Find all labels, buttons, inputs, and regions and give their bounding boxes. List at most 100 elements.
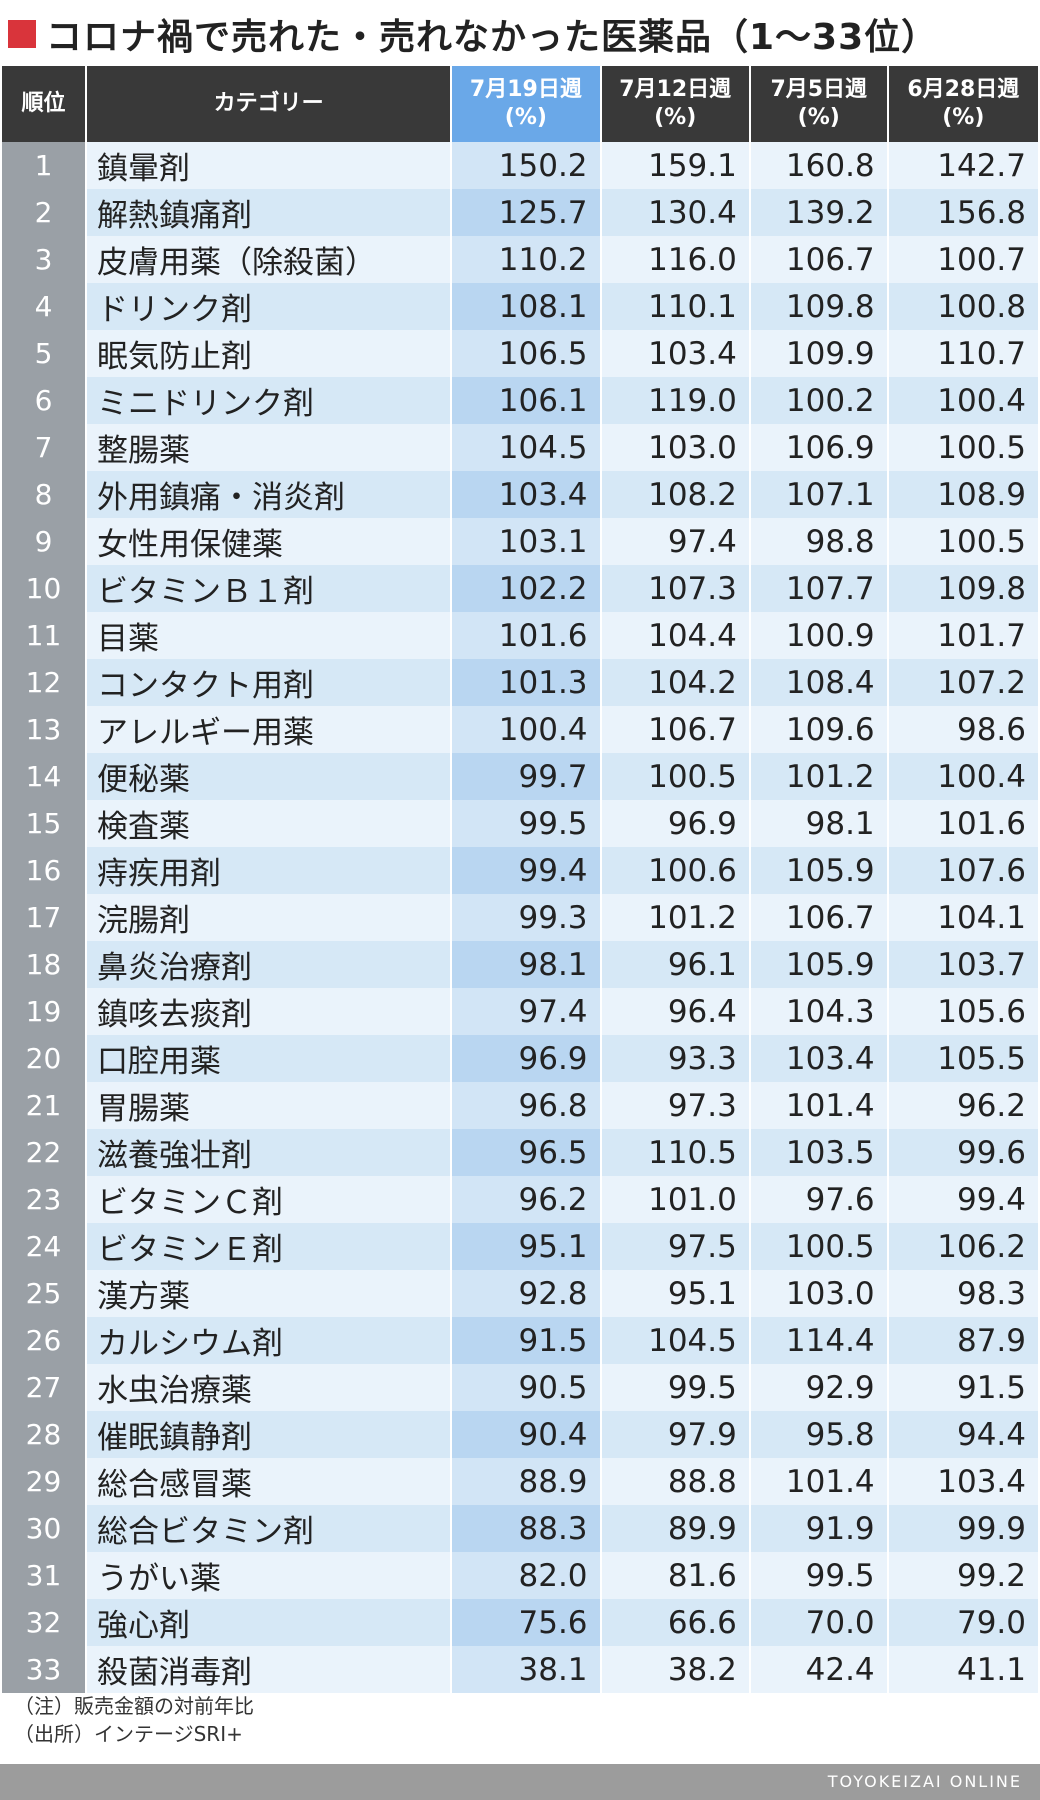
value-cell-week-4: 108.9 xyxy=(888,471,1038,518)
rank-cell: 11 xyxy=(2,612,87,659)
note-text: （注）販売金額の対前年比 xyxy=(14,1694,254,1718)
value-cell-week-2: 66.6 xyxy=(601,1599,751,1646)
value-cell-week-3: 105.9 xyxy=(750,847,889,894)
rank-cell: 19 xyxy=(2,988,87,1035)
value-cell-week-1: 100.4 xyxy=(452,706,602,753)
value-cell-week-1: 98.1 xyxy=(452,941,602,988)
rank-cell: 9 xyxy=(2,518,87,565)
value-cell-week-1: 91.5 xyxy=(452,1317,602,1364)
footer-bar: TOYOKEIZAI ONLINE xyxy=(0,1764,1040,1800)
table-row: 21 胃腸薬 96.8 97.3 101.4 96.2 xyxy=(2,1082,1038,1129)
value-cell-week-4: 100.4 xyxy=(888,377,1038,424)
value-cell-week-2: 101.0 xyxy=(601,1176,751,1223)
table-row: 26 カルシウム剤 91.5 104.5 114.4 87.9 xyxy=(2,1317,1038,1364)
value-cell-week-1: 88.9 xyxy=(452,1458,602,1505)
value-cell-week-1: 99.5 xyxy=(452,800,602,847)
value-cell-week-1: 106.1 xyxy=(452,377,602,424)
value-cell-week-4: 104.1 xyxy=(888,894,1038,941)
value-cell-week-3: 98.1 xyxy=(750,800,889,847)
value-cell-week-1: 110.2 xyxy=(452,236,602,283)
value-cell-week-1: 125.7 xyxy=(452,189,602,236)
category-cell: 胃腸薬 xyxy=(86,1082,453,1129)
table-row: 3 皮膚用薬（除殺菌） 110.2 116.0 106.7 100.7 xyxy=(2,236,1038,283)
rank-cell: 16 xyxy=(2,847,87,894)
value-cell-week-3: 105.9 xyxy=(750,941,889,988)
value-cell-week-2: 116.0 xyxy=(601,236,751,283)
category-cell: アレルギー用薬 xyxy=(86,706,453,753)
category-cell: 鎮暈剤 xyxy=(86,142,453,189)
category-cell: 解熱鎮痛剤 xyxy=(86,189,453,236)
value-cell-week-4: 100.5 xyxy=(888,424,1038,471)
value-cell-week-4: 96.2 xyxy=(888,1082,1038,1129)
page-title: コロナ禍で売れた・売れなかった医薬品（1〜33位） xyxy=(8,6,938,62)
rank-cell: 10 xyxy=(2,565,87,612)
category-cell: 皮膚用薬（除殺菌） xyxy=(86,236,453,283)
value-cell-week-2: 101.2 xyxy=(601,894,751,941)
rank-cell: 24 xyxy=(2,1223,87,1270)
value-cell-week-3: 97.6 xyxy=(750,1176,889,1223)
value-cell-week-4: 103.4 xyxy=(888,1458,1038,1505)
value-cell-week-4: 156.8 xyxy=(888,189,1038,236)
value-cell-week-4: 41.1 xyxy=(888,1646,1038,1693)
table-row: 32 強心剤 75.6 66.6 70.0 79.0 xyxy=(2,1599,1038,1646)
value-cell-week-2: 107.3 xyxy=(601,565,751,612)
value-cell-week-1: 38.1 xyxy=(452,1646,602,1693)
value-cell-week-2: 130.4 xyxy=(601,189,751,236)
value-cell-week-3: 109.8 xyxy=(750,283,889,330)
category-cell: ビタミンＣ剤 xyxy=(86,1176,453,1223)
rank-cell: 21 xyxy=(2,1082,87,1129)
value-cell-week-1: 96.9 xyxy=(452,1035,602,1082)
rank-cell: 14 xyxy=(2,753,87,800)
value-cell-week-3: 107.7 xyxy=(750,565,889,612)
value-cell-week-2: 97.5 xyxy=(601,1223,751,1270)
category-cell: 水虫治療薬 xyxy=(86,1364,453,1411)
table-row: 29 総合感冒薬 88.9 88.8 101.4 103.4 xyxy=(2,1458,1038,1505)
value-cell-week-4: 103.7 xyxy=(888,941,1038,988)
header-week-4-unit: (%) xyxy=(942,105,985,130)
category-cell: ドリンク剤 xyxy=(86,283,453,330)
table-row: 5 眠気防止剤 106.5 103.4 109.9 110.7 xyxy=(2,330,1038,377)
rank-cell: 2 xyxy=(2,189,87,236)
header-week-3-label: 7月5日週 xyxy=(770,77,868,102)
value-cell-week-3: 100.9 xyxy=(750,612,889,659)
value-cell-week-4: 105.6 xyxy=(888,988,1038,1035)
table-row: 20 口腔用薬 96.9 93.3 103.4 105.5 xyxy=(2,1035,1038,1082)
table-row: 24 ビタミンＥ剤 95.1 97.5 100.5 106.2 xyxy=(2,1223,1038,1270)
table-row: 16 痔疾用剤 99.4 100.6 105.9 107.6 xyxy=(2,847,1038,894)
value-cell-week-2: 81.6 xyxy=(601,1552,751,1599)
value-cell-week-1: 99.7 xyxy=(452,753,602,800)
value-cell-week-2: 106.7 xyxy=(601,706,751,753)
rank-cell: 23 xyxy=(2,1176,87,1223)
header-category: カテゴリー xyxy=(86,66,453,142)
table-row: 4 ドリンク剤 108.1 110.1 109.8 100.8 xyxy=(2,283,1038,330)
value-cell-week-2: 104.5 xyxy=(601,1317,751,1364)
value-cell-week-4: 99.2 xyxy=(888,1552,1038,1599)
value-cell-week-2: 110.5 xyxy=(601,1129,751,1176)
value-cell-week-1: 104.5 xyxy=(452,424,602,471)
value-cell-week-3: 100.5 xyxy=(750,1223,889,1270)
value-cell-week-2: 159.1 xyxy=(601,142,751,189)
value-cell-week-3: 107.1 xyxy=(750,471,889,518)
category-cell: 眠気防止剤 xyxy=(86,330,453,377)
header-week-4: 6月28日週 (%) xyxy=(888,66,1038,142)
rank-cell: 26 xyxy=(2,1317,87,1364)
value-cell-week-1: 96.5 xyxy=(452,1129,602,1176)
category-cell: 総合感冒薬 xyxy=(86,1458,453,1505)
category-cell: ビタミンＢ１剤 xyxy=(86,565,453,612)
value-cell-week-3: 103.5 xyxy=(750,1129,889,1176)
category-cell: 女性用保健薬 xyxy=(86,518,453,565)
value-cell-week-1: 96.8 xyxy=(452,1082,602,1129)
value-cell-week-4: 105.5 xyxy=(888,1035,1038,1082)
rank-cell: 18 xyxy=(2,941,87,988)
table-body: 1 鎮暈剤 150.2 159.1 160.8 142.7 2 解熱鎮痛剤 125.7 130.4… xyxy=(2,142,1038,1693)
title-text: コロナ禍で売れた・売れなかった医薬品（1〜33位） xyxy=(46,17,939,58)
value-cell-week-4: 100.8 xyxy=(888,283,1038,330)
table-row: 28 催眠鎮静剤 90.4 97.9 95.8 94.4 xyxy=(2,1411,1038,1458)
rank-cell: 3 xyxy=(2,236,87,283)
value-cell-week-1: 95.1 xyxy=(452,1223,602,1270)
value-cell-week-3: 70.0 xyxy=(750,1599,889,1646)
rank-cell: 30 xyxy=(2,1505,87,1552)
value-cell-week-4: 99.9 xyxy=(888,1505,1038,1552)
rank-cell: 8 xyxy=(2,471,87,518)
value-cell-week-2: 96.4 xyxy=(601,988,751,1035)
